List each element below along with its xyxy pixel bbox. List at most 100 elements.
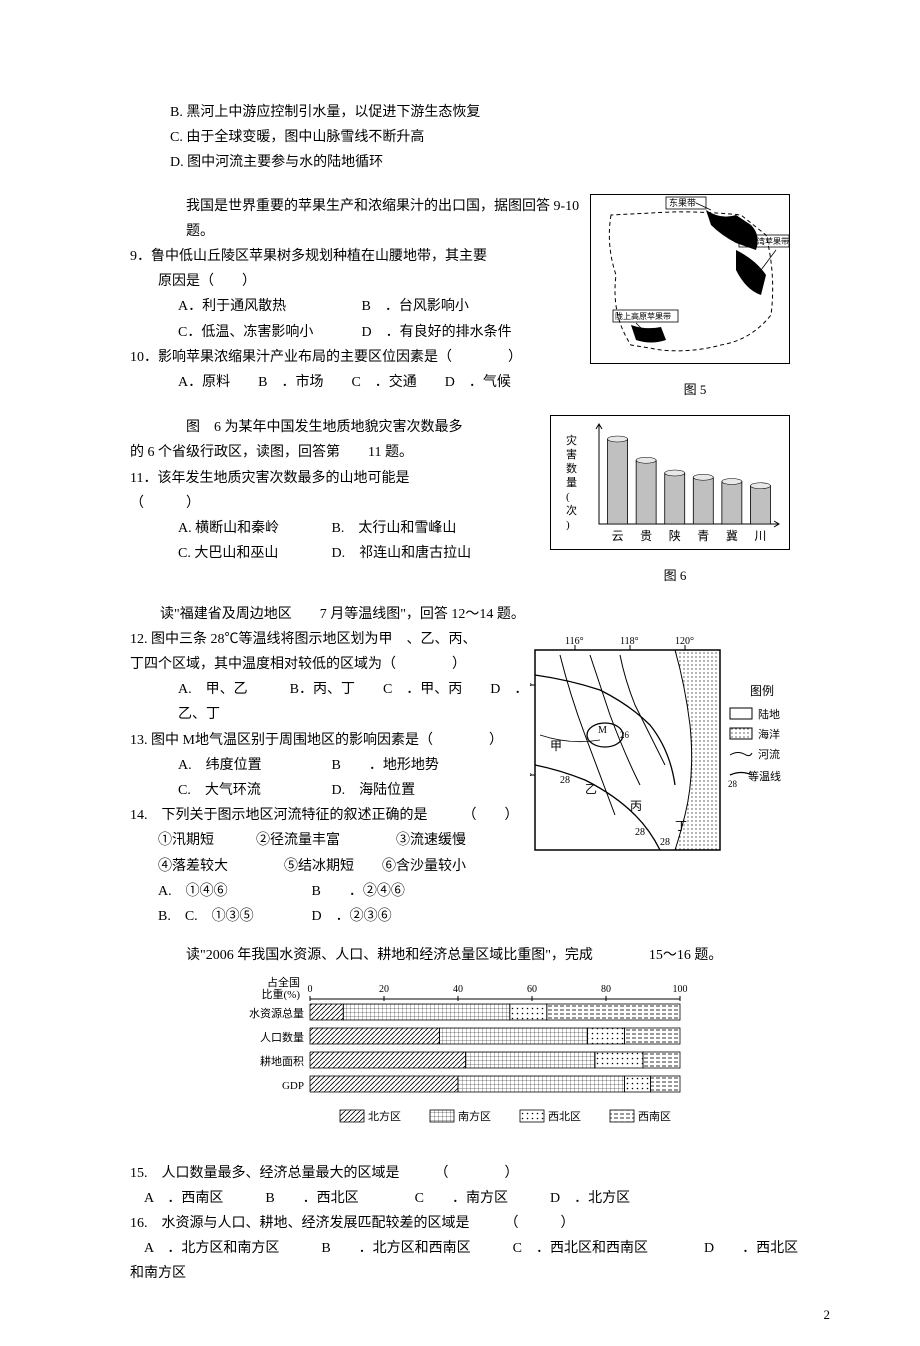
fig5-label-3: 陇上高原苹果带: [615, 311, 671, 321]
q13-option-d: D. 海陆位置: [332, 783, 416, 798]
svg-text:图例: 图例: [750, 684, 774, 698]
section-11: 图 6 为某年中国发生地质地貌灾害次数最多 的 6 个省级行政区，读图，回答第 …: [130, 415, 800, 588]
svg-text:数: 数: [566, 462, 577, 475]
section-9-10: 我国是世界重要的苹果生产和浓缩果汁的出口国，据图回答 9-10 题。 9．鲁中低…: [130, 194, 800, 402]
q9-option-d: D ．有良好的排水条件: [362, 325, 512, 340]
intro-12-14: 读"福建省及周边地区 7 月等温线图"，回答 12～14 题。: [130, 602, 800, 627]
q11-option-a: A. 横断山和秦岭: [178, 516, 328, 541]
q16-options: A ．北方区和南方区 B ．北方区和西南区 C ．西北区和西南区 D ．西北区和…: [130, 1236, 800, 1286]
q14-option-d: D ．②③⑥: [312, 909, 392, 924]
q13-stem: 13. 图中 M地气温区别于周围地区的影响因素是（ ）: [130, 728, 530, 753]
svg-text:西南区: 西南区: [638, 1110, 671, 1123]
svg-text:116°: 116°: [565, 636, 584, 647]
page-number: 2: [824, 1303, 831, 1326]
q14-option-c: B. C. ①③⑤: [158, 904, 308, 929]
svg-text:GDP: GDP: [282, 1080, 304, 1092]
svg-text:28°: 28°: [530, 682, 532, 693]
q11-stem-a: 11．该年发生地质灾害次数最多的山地可能是: [130, 466, 550, 491]
q9-stem-a: 9．鲁中低山丘陵区苹果树多规划种植在山腰地带，其主要: [130, 244, 590, 269]
svg-text:): ): [566, 519, 570, 531]
svg-text:100: 100: [673, 984, 688, 995]
intro-11-a: 图 6 为某年中国发生地质地貌灾害次数最多: [130, 415, 550, 440]
svg-text:28: 28: [660, 837, 670, 848]
svg-text:28: 28: [728, 779, 738, 789]
svg-text:青: 青: [697, 529, 709, 543]
svg-text:人口数量: 人口数量: [260, 1031, 304, 1044]
q12-stem-a: 12. 图中三条 28℃等温线将图示地区划为甲 、乙、丙、: [130, 627, 530, 652]
svg-text:水资源总量: 水资源总量: [249, 1006, 304, 1020]
fig5-label-1: 东果带: [669, 197, 696, 208]
svg-text:20: 20: [379, 984, 389, 995]
svg-text:占全国: 占全国: [267, 976, 300, 989]
intro-11-b: 的 6 个省级行政区，读图，回答第 11 题。: [130, 440, 550, 465]
q9-option-a: A．利于通风散热: [178, 294, 358, 319]
q11-stem-b: （ ）: [130, 491, 550, 516]
svg-text:川: 川: [754, 529, 766, 543]
svg-text:云: 云: [612, 529, 624, 543]
svg-text:北方区: 北方区: [368, 1109, 401, 1123]
svg-text:26: 26: [620, 730, 630, 740]
q10-options: A．原料 B ．市场 C ．交通 D ．气候: [130, 370, 590, 395]
figure-6: 灾害数量 (次) 云 贵 陕 青 冀 川: [550, 415, 790, 550]
q15-stem: 15. 人口数量最多、经济总量最大的区域是 （ ）: [130, 1161, 800, 1186]
svg-text:等温线: 等温线: [748, 769, 781, 783]
svg-text:海洋: 海洋: [758, 727, 780, 741]
svg-text:丙: 丙: [630, 799, 642, 813]
figure-5-label: 图 5: [590, 378, 800, 401]
svg-text:次: 次: [566, 503, 577, 517]
fig5-label-2: 渤海湾苹果带: [741, 236, 789, 246]
svg-text:甲: 甲: [550, 739, 562, 753]
figure-5: 东果带 渤海湾苹果带 陇上高原苹果带: [590, 194, 790, 364]
svg-text:28: 28: [635, 827, 645, 838]
svg-text:丁: 丁: [675, 819, 687, 833]
q12-options: A. 甲、乙 B．丙、丁 C ．甲、丙 D ．乙、丁: [130, 677, 530, 727]
q9-option-b: B ．台风影响小: [362, 299, 469, 314]
svg-text:西北区: 西北区: [548, 1110, 581, 1123]
svg-text:28: 28: [560, 775, 570, 786]
svg-text:80: 80: [601, 984, 611, 995]
q13-option-a: A. 纬度位置: [178, 753, 328, 778]
q12-stem-b: 丁四个区域，其中温度相对较低的区域为（ ）: [130, 652, 530, 677]
svg-text:陆地: 陆地: [758, 707, 780, 721]
q9-stem-b: 原因是（ ）: [130, 269, 590, 294]
svg-text:冀: 冀: [726, 529, 738, 543]
svg-text:118°: 118°: [620, 636, 639, 647]
svg-text:120°: 120°: [675, 636, 694, 647]
q13-option-b: B ．地形地势: [332, 758, 439, 773]
svg-text:乙: 乙: [585, 782, 597, 796]
svg-text:南方区: 南方区: [458, 1109, 491, 1123]
svg-text:贵: 贵: [640, 529, 652, 543]
q11-option-b: B. 太行山和雪峰山: [332, 521, 457, 536]
q14-option-b: B ．②④⑥: [312, 884, 405, 899]
q14-option-a: A. ①④⑥: [158, 879, 308, 904]
svg-text:耕地面积: 耕地面积: [260, 1054, 304, 1068]
figure-7: 116° 118° 120° 28° 26° 28 28: [530, 635, 795, 869]
q10-stem: 10．影响苹果浓缩果汁产业布局的主要区位因素是（ ）: [130, 345, 590, 370]
svg-text:害: 害: [566, 447, 577, 461]
q13-option-c: C. 大气环流: [178, 778, 328, 803]
q16-stem: 16. 水资源与人口、耕地、经济发展匹配较差的区域是 （ ）: [130, 1211, 800, 1236]
intro-15-16: 读"2006 年我国水资源、人口、耕地和经济总量区域比重图"，完成 15～16 …: [130, 943, 800, 968]
figure-6-label: 图 6: [550, 564, 800, 587]
intro-9-10: 我国是世界重要的苹果生产和浓缩果汁的出口国，据图回答 9-10 题。: [130, 194, 590, 244]
svg-text:灾: 灾: [566, 433, 577, 447]
q14-stem: 14. 下列关于图示地区河流特征的叙述正确的是 （ ）: [130, 803, 530, 828]
svg-text:河流: 河流: [758, 747, 780, 761]
svg-text:60: 60: [527, 984, 537, 995]
figure-8: 占全国比重(%) 0 20 40 60 80 100 水资源总量人口数量耕地面积 GDP 北方区 南…: [230, 976, 700, 1160]
q14-line1: ①汛期短 ②径流量丰富 ③流速缓慢: [130, 828, 530, 853]
svg-text:量: 量: [566, 476, 577, 489]
q15-options: A ．西南区 B ．西北区 C ．南方区 D ．北方区: [130, 1186, 800, 1211]
svg-text:(: (: [566, 491, 570, 503]
q11-option-c: C. 大巴山和巫山: [178, 541, 328, 566]
svg-text:比重(%): 比重(%): [262, 987, 301, 1001]
svg-text:陕: 陕: [669, 528, 681, 543]
svg-text:0: 0: [308, 984, 313, 995]
q8-option-d: D. 图中河流主要参与水的陆地循环: [130, 150, 800, 175]
q14-line2: ④落差较大 ⑤结冰期短 ⑥含沙量较小: [130, 854, 530, 879]
svg-text:26°: 26°: [530, 772, 532, 783]
q8-option-b: B. 黑河上中游应控制引水量，以促进下游生态恢复: [130, 100, 800, 125]
svg-text:40: 40: [453, 984, 463, 995]
q11-option-d: D. 祁连山和唐古拉山: [332, 546, 472, 561]
svg-text:M: M: [598, 725, 607, 736]
